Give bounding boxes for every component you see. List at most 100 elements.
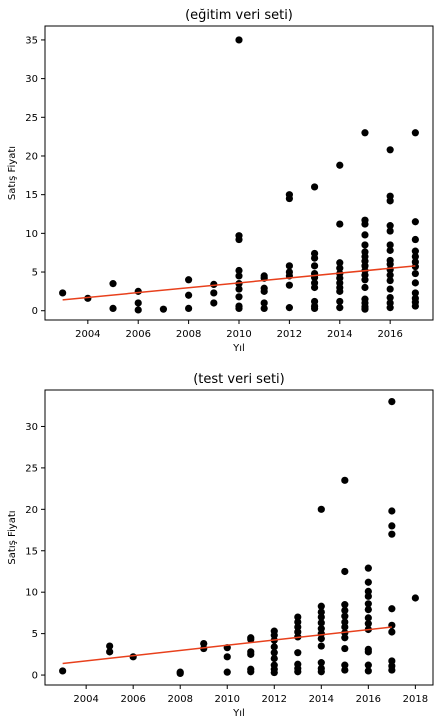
test-data-point: [317, 613, 325, 621]
test-data-point: [200, 639, 208, 648]
train-data-point: [285, 304, 293, 312]
test-data-point: [341, 634, 349, 642]
test-data-point: [388, 522, 396, 530]
train-data-point: [210, 299, 218, 307]
train-data-point: [386, 246, 394, 254]
test-data-point: [223, 668, 231, 676]
test-data-point: [294, 613, 302, 621]
test-data-point: [364, 587, 372, 595]
train-data-point: [361, 305, 369, 313]
test-data-point: [247, 650, 255, 658]
train-data-point: [411, 235, 419, 244]
test-x-tick-label: 2016: [356, 694, 381, 705]
test-data-point: [317, 634, 325, 643]
train-x-axis-label: Yıl: [232, 343, 245, 354]
test-data-point: [341, 666, 349, 674]
test-data-point: [341, 644, 349, 653]
train-data-point: [411, 263, 419, 271]
test-data-point: [294, 649, 302, 657]
test-data-point: [364, 614, 372, 622]
test-y-tick-label: 0: [32, 671, 38, 682]
train-data-point: [134, 299, 142, 307]
test-data-point: [106, 642, 114, 650]
test-data-point: [364, 592, 372, 600]
train-data-point: [134, 287, 142, 295]
test-data-point: [270, 643, 278, 651]
train-data-point: [235, 36, 243, 44]
test-data-point: [341, 618, 349, 626]
train-data-point: [285, 194, 293, 203]
train-data-point: [411, 269, 419, 278]
test-y-axis-label: Satış Fiyatı: [7, 510, 18, 564]
train-data-point: [235, 272, 243, 280]
test-data-point: [388, 530, 396, 538]
train-data-point: [310, 183, 319, 191]
train-y-axis-label: Satış Fiyatı: [7, 146, 18, 200]
test-x-tick-label: 2010: [215, 694, 240, 705]
train-chart-title: (eğitim veri seti): [185, 8, 293, 23]
test-x-tick-label: 2012: [262, 694, 287, 705]
test-data-point: [317, 668, 325, 676]
train-data-point: [411, 247, 419, 255]
train-y-tick-label: 30: [25, 74, 38, 85]
test-chart-title: (test veri seti): [193, 372, 285, 387]
train-data-point: [260, 287, 268, 295]
train-data-point: [361, 129, 369, 137]
train-data-point: [386, 227, 394, 235]
train-x-tick-label: 2016: [377, 329, 402, 340]
test-regression-line: [62, 626, 392, 665]
train-data-point: [386, 293, 394, 302]
test-data-point: [341, 661, 349, 669]
test-data-point: [364, 600, 372, 608]
test-y-tick-label: 10: [25, 588, 38, 599]
test-data-point: [388, 398, 396, 406]
test-y-tick-label: 20: [25, 505, 38, 516]
train-x-tick-label: 2012: [277, 329, 302, 340]
train-data-point: [336, 220, 344, 228]
train-plot-frame: [44, 25, 434, 321]
train-data-point: [185, 291, 193, 299]
test-y-tick-label: 30: [25, 422, 38, 433]
test-data-point: [294, 623, 302, 631]
train-data-point: [336, 297, 344, 306]
test-data-point: [270, 668, 278, 677]
train-data-point: [134, 306, 142, 314]
train-x-tick-label: 2004: [75, 329, 100, 340]
test-data-point: [364, 605, 372, 614]
test-data-point: [59, 667, 67, 675]
train-data-point: [336, 161, 344, 169]
test-x-tick-label: 2014: [309, 694, 334, 705]
train-data-point: [109, 304, 117, 312]
test-data-point: [129, 653, 137, 661]
train-data-point: [411, 252, 419, 261]
train-data-point: [336, 259, 344, 267]
train-data-point: [361, 231, 369, 239]
test-data-point: [411, 594, 419, 602]
train-data-point: [336, 287, 344, 295]
train-data-point: [386, 276, 394, 285]
train-data-point: [235, 280, 243, 288]
train-data-point: [361, 220, 369, 228]
train-data-point: [185, 276, 193, 284]
train-data-point: [411, 218, 419, 226]
test-data-point: [364, 578, 372, 586]
test-data-point: [270, 654, 278, 663]
test-y-tick-label: 5: [32, 629, 38, 640]
test-data-point: [270, 649, 278, 657]
train-data-point: [310, 304, 319, 312]
test-data-point: [176, 669, 184, 677]
test-data-point: [317, 659, 325, 667]
test-data-point: [294, 628, 302, 636]
train-data-point: [386, 285, 394, 293]
test-x-tick-label: 2004: [73, 694, 98, 705]
test-data-point: [364, 667, 372, 675]
train-y-tick-label: 10: [25, 229, 38, 240]
train-data-point: [235, 235, 243, 244]
test-data-point: [270, 631, 278, 639]
test-data-point: [364, 661, 372, 669]
test-data-point: [388, 666, 396, 674]
train-data-point: [386, 197, 394, 205]
train-data-point: [336, 304, 344, 312]
test-data-point: [388, 657, 396, 665]
